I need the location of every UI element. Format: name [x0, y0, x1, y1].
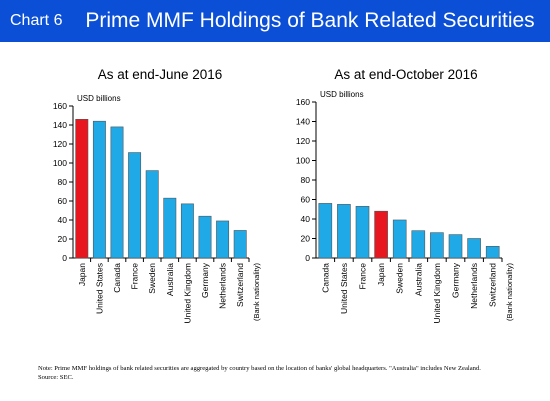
bar-germany [448, 234, 463, 259]
bar-sweden [145, 170, 159, 259]
bar-australia [163, 197, 177, 259]
y-tick-label: 80 [301, 175, 311, 185]
bar-germany [198, 215, 212, 259]
y-tick-label: 60 [58, 196, 68, 206]
x-tick-label: Switzerland [235, 263, 245, 307]
y-tick-label: 0 [305, 253, 310, 263]
y-tick-label: 20 [301, 234, 311, 244]
bar-united-kingdom [430, 232, 444, 259]
y-axis-label: USD billions [320, 90, 364, 99]
y-tick-label: 140 [296, 117, 310, 127]
x-tick-label: France [130, 263, 140, 290]
y-tick-label: 40 [301, 214, 311, 224]
y-tick-label: 80 [58, 177, 68, 187]
x-tick-label: Japan [77, 263, 87, 286]
y-tick-label: 140 [53, 120, 67, 130]
x-tick-label: United States [94, 263, 104, 314]
x-tick-label: Germany [200, 262, 210, 298]
y-tick-label: 60 [301, 195, 311, 205]
bar-japan [374, 210, 388, 259]
page-title: Prime MMF Holdings of Bank Related Secur… [85, 9, 535, 32]
bar-united-states [337, 204, 351, 259]
y-tick-label: 120 [53, 139, 67, 149]
x-axis-label: (Bank nationality) [505, 263, 514, 321]
y-tick-label: 160 [296, 97, 310, 107]
x-tick-label: United Kingdom [182, 263, 192, 323]
x-tick-label: Sweden [147, 263, 157, 294]
bar-japan [75, 118, 89, 259]
x-axis-label: (Bank nationality) [252, 263, 261, 321]
chart-panel-june: As at end-June 2016 USD billions 0 20 40 60 80… [2, 62, 267, 347]
x-tick-label: France [358, 263, 368, 290]
header-banner: Chart 6 Prime MMF Holdings of Bank Relat… [0, 0, 550, 42]
y-tick-label: 100 [53, 158, 67, 168]
y-tick-label: 40 [58, 215, 68, 225]
bar-chart-october: As at end-October 2016 USD billions 0 20 40 6… [296, 67, 514, 323]
x-tick-label: United Kingdom [432, 263, 442, 323]
bar-france [128, 152, 142, 259]
bar-sweden [392, 219, 407, 259]
y-axis-label: USD billions [77, 94, 121, 103]
x-tick-label: Netherlands [469, 263, 479, 309]
x-tick-label: Australia [413, 263, 423, 296]
y-tick-label: 100 [296, 156, 310, 166]
x-tick-label: Canada [112, 263, 122, 293]
y-tick-label: 160 [53, 101, 67, 111]
bar-canada [110, 126, 124, 259]
bar-united-kingdom [180, 203, 194, 259]
y-tick-label: 120 [296, 136, 310, 146]
bar-netherlands [467, 238, 481, 259]
x-tick-label: Japan [376, 263, 386, 286]
bar-france [355, 206, 370, 259]
footnote-text: Note: Prime MMF holdings of bank related… [38, 365, 481, 372]
bar-united-states [92, 120, 106, 259]
chart-title: As at end-June 2016 [98, 67, 223, 82]
x-tick-label: Canada [320, 263, 330, 293]
chart-panel-october: As at end-October 2016 USD billions 0 20 40 6… [281, 62, 546, 347]
bar-canada [318, 203, 333, 259]
footnote-source: Source: SEC. [38, 374, 74, 381]
bar-switzerland [233, 230, 247, 259]
bar-switzerland [485, 246, 500, 259]
x-tick-label: Netherlands [218, 263, 228, 309]
x-tick-label: Sweden [395, 263, 405, 294]
chart-title: As at end-October 2016 [334, 67, 477, 82]
footnote: Note: Prime MMF holdings of bank related… [38, 364, 538, 382]
x-tick-label: United States [339, 263, 349, 314]
bar-australia [411, 230, 426, 259]
x-tick-label: Australia [165, 263, 175, 296]
bar-chart-june: As at end-June 2016 USD billions 0 20 40 60 80… [53, 67, 261, 323]
y-tick-label: 0 [62, 253, 67, 263]
chart-number: Chart 6 [10, 12, 63, 29]
x-tick-label: Germany [451, 262, 461, 298]
x-tick-label: Switzerland [488, 263, 498, 307]
bar-netherlands [216, 220, 230, 259]
y-tick-label: 20 [58, 234, 68, 244]
